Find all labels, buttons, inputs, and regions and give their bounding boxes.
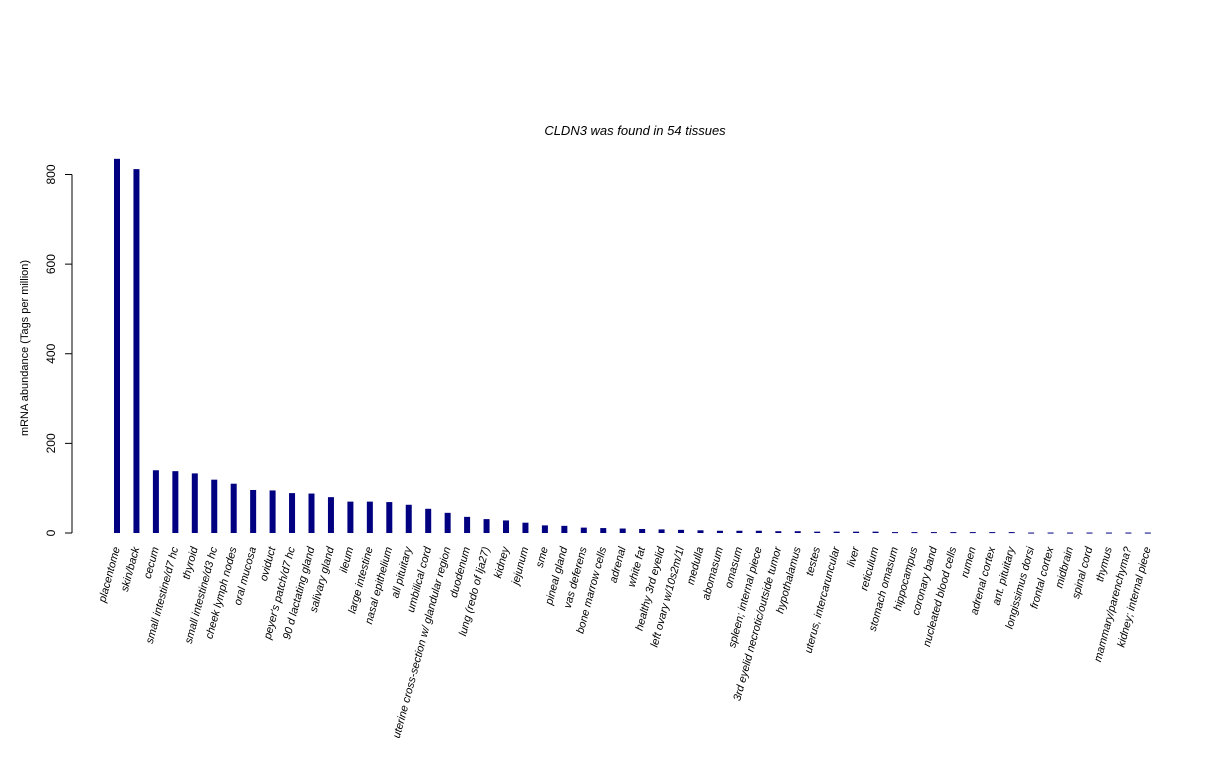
chart-title: CLDN3 was found in 54 tissues xyxy=(544,123,726,138)
x-tick-label: white fat xyxy=(626,545,648,589)
x-tick-label: placentome xyxy=(96,546,123,605)
bar xyxy=(794,531,801,533)
bar xyxy=(619,528,626,533)
x-tick-label: thyroid xyxy=(181,545,201,581)
bar xyxy=(561,525,568,533)
bar xyxy=(308,493,315,533)
y-axis: 0 200 400 600 800 xyxy=(44,164,73,536)
bar xyxy=(1047,532,1054,534)
x-tick-label: cecum xyxy=(142,546,162,580)
x-tick-label: midbrain xyxy=(1053,546,1076,590)
bar xyxy=(716,530,723,533)
bar xyxy=(1125,532,1132,534)
bar xyxy=(1067,532,1074,534)
bar xyxy=(347,501,354,533)
bar xyxy=(133,169,140,533)
bar xyxy=(911,532,918,534)
bar xyxy=(989,532,996,534)
bar xyxy=(872,531,879,533)
bar xyxy=(658,529,665,533)
bar xyxy=(930,532,937,534)
x-tick-label: liver xyxy=(845,544,862,568)
x-tick-label: thymus xyxy=(1094,545,1115,583)
x-tick-label: ileum xyxy=(338,546,356,575)
bar xyxy=(425,508,432,533)
bar xyxy=(289,493,296,533)
bar xyxy=(366,501,373,533)
bar xyxy=(114,158,120,533)
bar xyxy=(1105,532,1112,534)
bar xyxy=(1144,532,1151,534)
x-tick-label: oviduct xyxy=(258,545,279,583)
bar xyxy=(541,525,548,533)
bar xyxy=(191,473,198,533)
bar xyxy=(464,516,471,533)
bar xyxy=(736,530,743,533)
bars-group xyxy=(114,158,1151,534)
x-tick-label: omasum xyxy=(723,546,746,590)
bar xyxy=(1028,532,1035,534)
y-tick-label: 600 xyxy=(44,254,58,274)
bar xyxy=(503,520,509,533)
bar xyxy=(172,471,179,533)
x-tick-label: jejunum xyxy=(509,546,531,588)
bar xyxy=(892,532,898,534)
bar xyxy=(327,497,334,533)
bar xyxy=(211,479,218,533)
x-tick-label: kidney xyxy=(492,544,512,579)
bar xyxy=(1086,532,1093,534)
x-tick-label: skin/back xyxy=(119,545,143,593)
x-tick-label: adrenal xyxy=(608,545,629,584)
bar xyxy=(697,530,704,533)
bar xyxy=(600,528,607,533)
bar xyxy=(1008,532,1015,534)
bar xyxy=(250,489,257,533)
x-tick-label: testes xyxy=(804,545,823,577)
bar xyxy=(522,522,529,533)
bar xyxy=(580,527,587,533)
bar xyxy=(833,531,840,533)
y-axis-label: mRNA abundance (Tags per million) xyxy=(19,260,31,436)
bar xyxy=(755,530,762,533)
bar xyxy=(814,531,821,533)
bar xyxy=(230,483,237,533)
bar xyxy=(444,512,451,533)
bar xyxy=(950,532,957,534)
bar xyxy=(853,531,860,533)
bar xyxy=(152,470,159,533)
bar xyxy=(269,490,276,533)
bar xyxy=(678,529,685,533)
y-tick-label: 800 xyxy=(44,164,58,184)
bar xyxy=(969,532,976,534)
y-tick-label: 400 xyxy=(44,343,58,363)
bar xyxy=(639,528,646,533)
x-tick-label: medulla xyxy=(685,546,707,586)
bar xyxy=(775,531,782,533)
bar xyxy=(405,504,412,533)
y-tick-label: 0 xyxy=(44,529,58,536)
bar xyxy=(483,519,490,533)
bar xyxy=(386,502,393,533)
x-tick-label: sme xyxy=(534,546,551,569)
x-tick-label: rumen xyxy=(959,546,979,579)
y-tick-label: 200 xyxy=(44,433,58,453)
